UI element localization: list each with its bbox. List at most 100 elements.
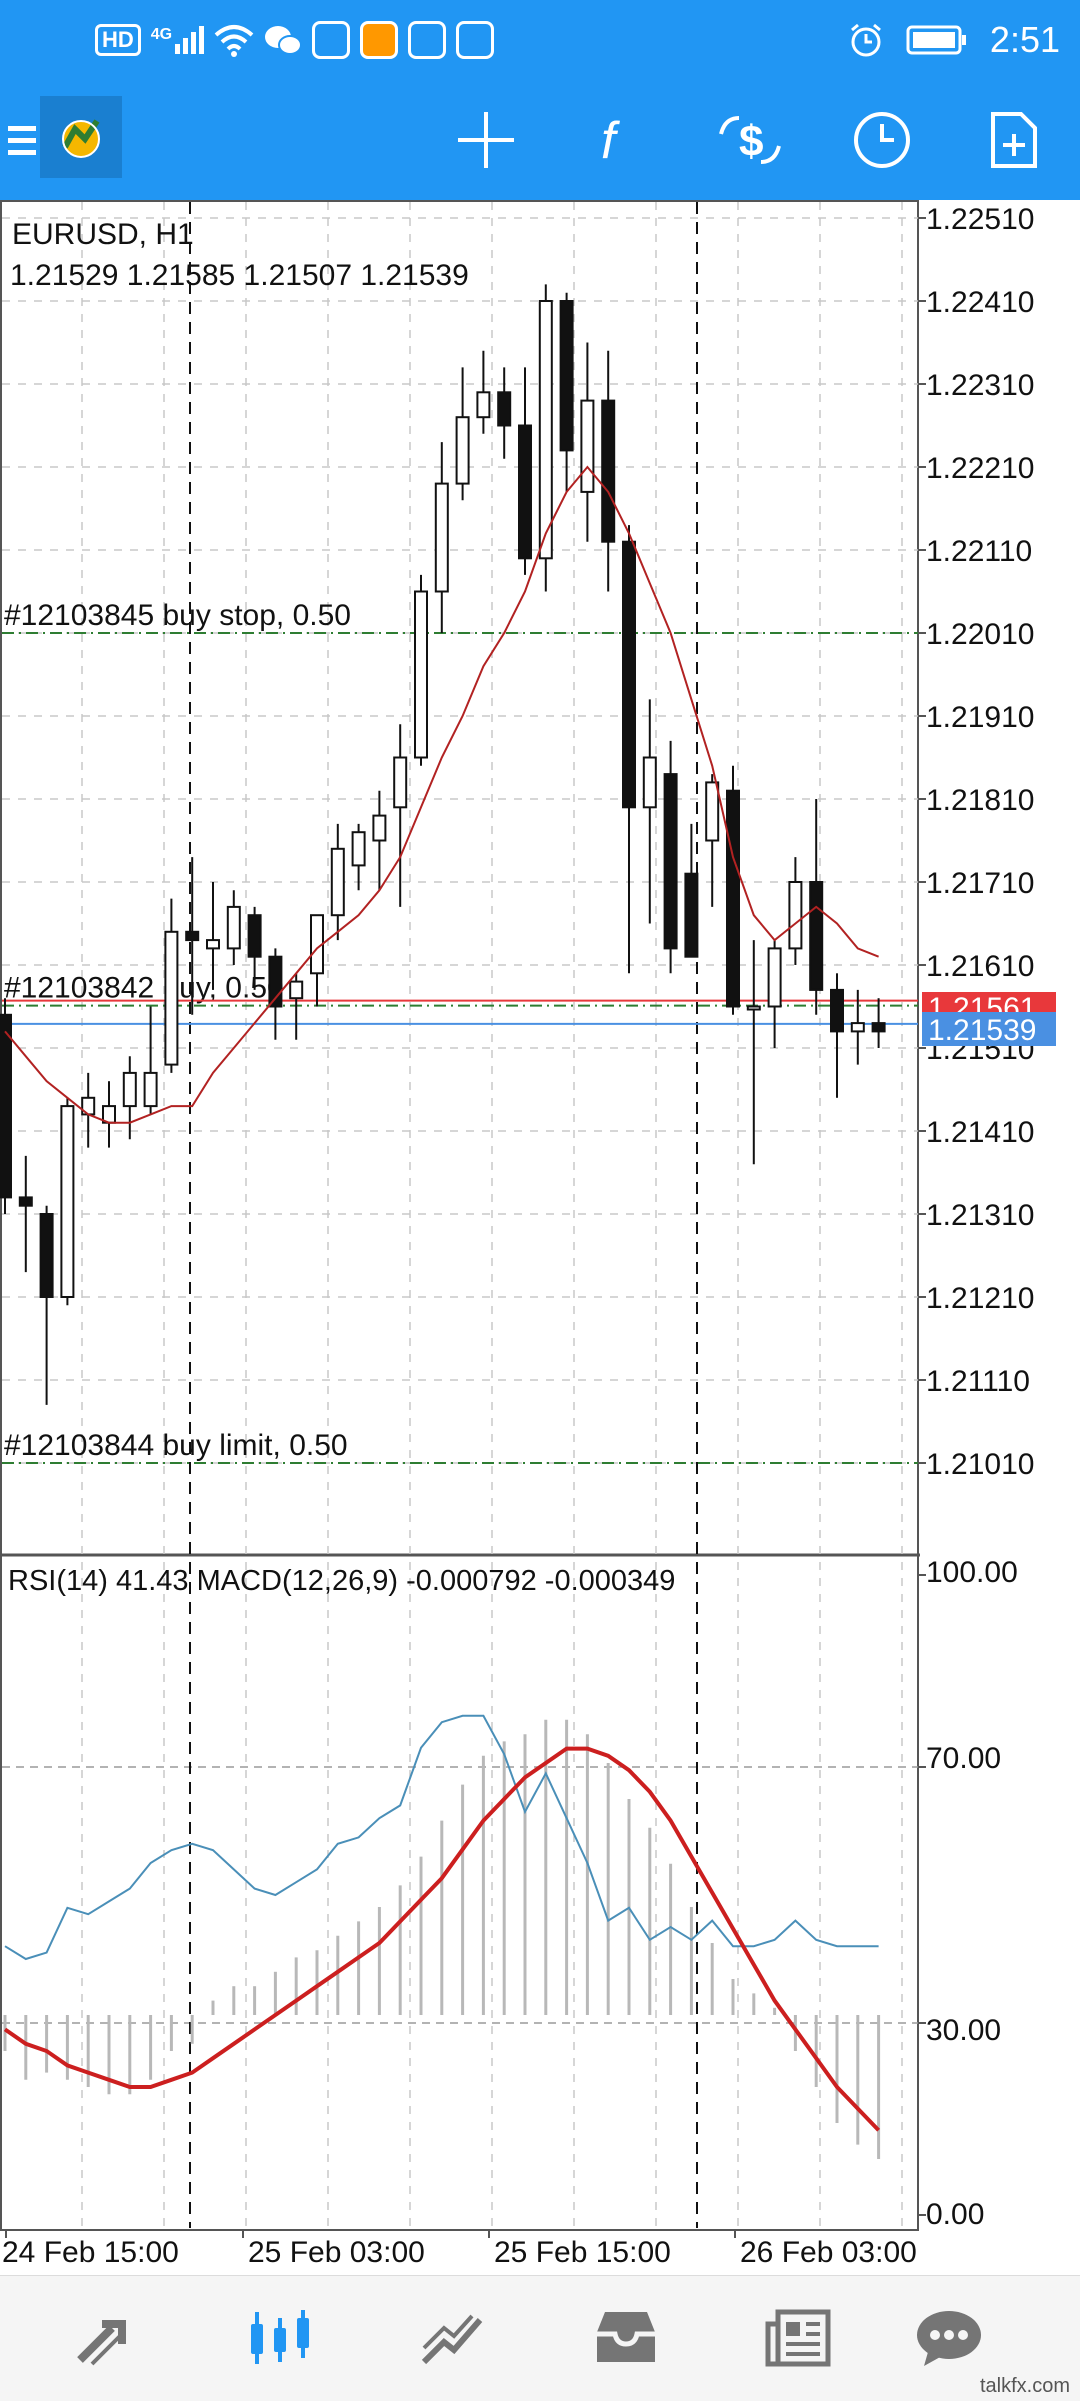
nav-quotes[interactable]: [62, 2298, 152, 2378]
candle-body: [684, 872, 699, 958]
price-tick-label: 1.22410: [926, 286, 1034, 319]
candle-body: [393, 756, 408, 809]
candle-body: [622, 540, 636, 809]
nav-history[interactable]: [581, 2298, 671, 2378]
price-tick-label: 1.21210: [926, 1282, 1034, 1315]
candle-body: [39, 1213, 54, 1298]
order-label: #12103842 buy, 0.50: [4, 972, 284, 1005]
candle-body: [164, 930, 179, 1066]
candle-body: [18, 1196, 33, 1207]
nav-chat[interactable]: [904, 2298, 994, 2378]
candle-body: [767, 947, 782, 1008]
svg-text:f: f: [601, 112, 620, 170]
period-separators: [189, 202, 698, 2228]
status-bar: HD 4G 2:51: [0, 0, 1080, 80]
battery-icon: [906, 25, 966, 55]
menu-button[interactable]: [0, 100, 60, 180]
chart-icon: [251, 2310, 309, 2364]
candle-body: [538, 300, 553, 560]
candle-body: [122, 1071, 137, 1108]
price-tick-label: 1.21610: [926, 950, 1034, 983]
rsi-line: [4, 1714, 879, 1961]
candle-body: [0, 1013, 12, 1199]
indicator-label: RSI(14) 41.43 MACD(12,26,9) -0.000792 -0…: [8, 1565, 675, 1597]
rsi-level-0: 0.00: [926, 2198, 984, 2231]
network-type-label: 4G: [150, 26, 173, 43]
time-label-1: 24 Feb 15:00: [2, 2236, 179, 2269]
indicators-button[interactable]: f: [578, 100, 658, 180]
price-tick-label: 1.22510: [926, 203, 1034, 236]
candle-body: [518, 424, 532, 560]
candle-body: [455, 416, 470, 485]
candle-body: [705, 781, 720, 842]
grid-lines: [2, 202, 918, 2228]
rsi-level-100: 100.00: [926, 1556, 1018, 1589]
nav-chart[interactable]: [235, 2298, 325, 2378]
candle-body: [434, 482, 449, 593]
candle-body: [289, 980, 304, 1000]
crosshair-icon: [458, 112, 514, 168]
quotes-icon: [77, 2320, 126, 2366]
ohlc-label: 1.21529 1.21585 1.21507 1.21539: [10, 259, 469, 292]
clock-icon: [854, 112, 910, 168]
function-icon: f: [601, 112, 620, 170]
candle-body: [226, 905, 241, 950]
svg-text:1.21539: 1.21539: [928, 1014, 1036, 1047]
signal-icon: 4G: [150, 26, 205, 54]
axes: 1.22510 1.22410 1.22310 1.22210 1.22110 1.220…: [5, 203, 1034, 2238]
hd-badge: HD: [95, 24, 141, 56]
price-tick-label: 1.21910: [926, 701, 1034, 734]
candles: [0, 284, 886, 1405]
timeframe-button[interactable]: [842, 100, 922, 180]
candle-body: [642, 756, 657, 809]
candle-body: [850, 1022, 865, 1033]
app-notification-icon: [312, 21, 351, 59]
nav-trade[interactable]: [408, 2298, 498, 2378]
rsi-level-70: 70.00: [926, 1742, 1001, 1775]
symbols-button[interactable]: $: [710, 100, 790, 180]
candle-body: [830, 988, 844, 1033]
order-lines[interactable]: #12103845 buy stop, 0.50 #12103842 buy, 0…: [2, 599, 918, 1464]
symbol-label: EURUSD, H1: [12, 218, 194, 251]
candle-body: [351, 831, 366, 867]
top-toolbar: f $: [0, 80, 1080, 200]
candle-body: [788, 881, 803, 950]
candle-body: [809, 881, 824, 991]
svg-text:$: $: [739, 117, 763, 166]
time-label-3: 25 Feb 15:00: [494, 2236, 671, 2269]
candle-body: [247, 914, 262, 958]
moving-average-line: [4, 465, 879, 1124]
candle-body: [663, 773, 678, 950]
candle-body: [601, 399, 616, 543]
crosshair-button[interactable]: [446, 100, 526, 180]
time-label-4: 26 Feb 03:00: [740, 2236, 917, 2269]
history-icon: [597, 2312, 655, 2362]
news-icon: [765, 2309, 831, 2367]
clock-time: 2:51: [989, 19, 1060, 60]
candle-body: [143, 1071, 158, 1108]
ask-price-tag: 1.21539: [922, 1012, 1056, 1047]
price-chart[interactable]: #12103845 buy stop, 0.50 #12103842 buy, 0…: [0, 200, 1080, 2275]
price-tick-label: 1.22110: [926, 535, 1032, 568]
order-label: #12103844 buy limit, 0.50: [4, 1429, 348, 1462]
candle-body: [372, 814, 387, 842]
candle-body: [414, 590, 428, 759]
browser-app-icon: [408, 21, 447, 59]
price-tick-label: 1.22310: [926, 369, 1034, 402]
currency-exchange-icon: $: [719, 116, 781, 166]
nav-news[interactable]: [754, 2298, 844, 2378]
price-tick-label: 1.22010: [926, 618, 1034, 651]
candle-body: [330, 847, 345, 917]
chart-area[interactable]: #12103845 buy stop, 0.50 #12103842 buy, 0…: [0, 200, 1080, 2275]
price-tick-label: 1.21810: [926, 784, 1034, 817]
price-tick-label: 1.21110: [926, 1365, 1030, 1398]
video-app-icon: [360, 21, 399, 59]
trade-icon: [421, 2314, 483, 2365]
bottom-navigation: [0, 2275, 1080, 2401]
macd-signal-line: [3, 1746, 881, 2132]
watermark: talkfx.com: [979, 2375, 1070, 2397]
chat-icon: [917, 2311, 981, 2366]
rsi-level-30: 30.00: [926, 2014, 1001, 2047]
price-tick-label: 1.22210: [926, 452, 1034, 485]
new-order-button[interactable]: [974, 100, 1054, 180]
